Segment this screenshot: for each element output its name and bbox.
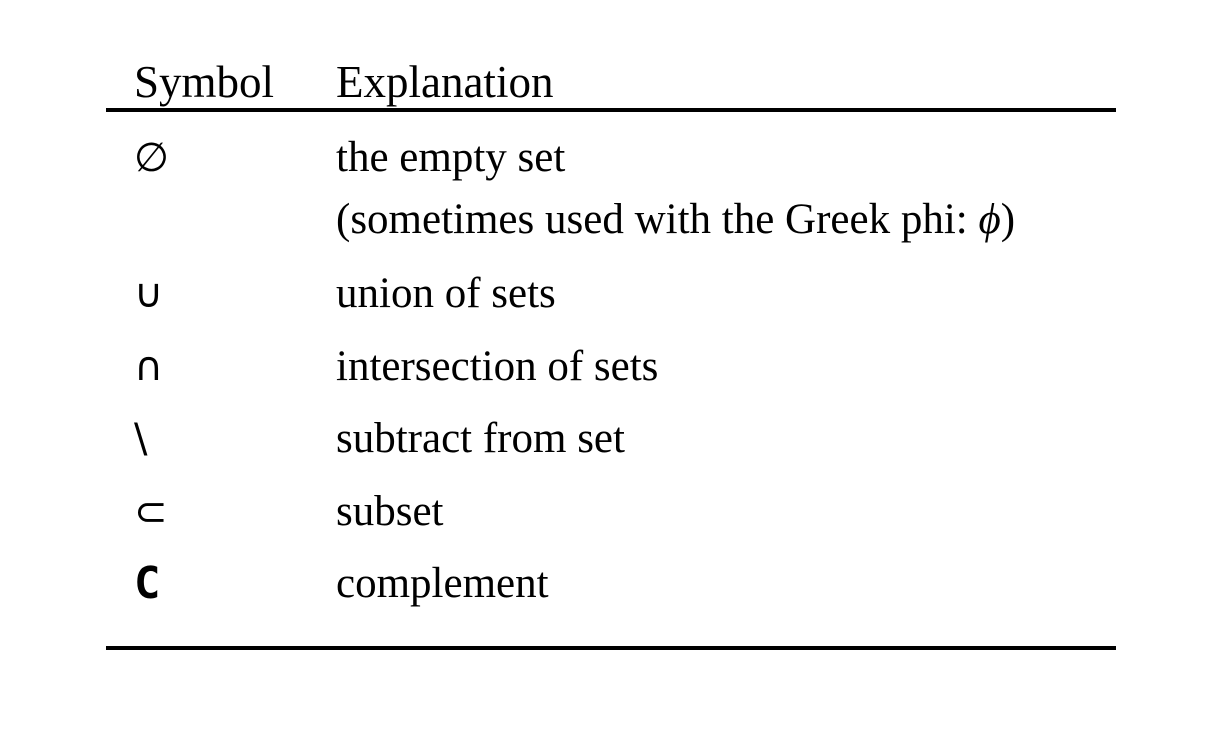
set-difference-explanation: subtract from set (336, 415, 625, 462)
complement-symbol: C (134, 558, 161, 609)
subset-explanation: subset (336, 488, 444, 535)
complement-explanation: complement (336, 560, 549, 607)
header-explanation: Explanation (336, 57, 554, 107)
empty-set-note-suffix: ) (1000, 196, 1016, 243)
empty-set-note-prefix: (sometimes used with the Greek phi: (336, 196, 979, 243)
union-symbol: ∪ (134, 271, 164, 317)
header-rule (106, 108, 1116, 112)
set-difference-symbol: \ (134, 416, 148, 462)
subset-symbol: ⊂ (134, 489, 168, 535)
set-symbols-table: Symbol Explanation ∅ the empty set (some… (106, 52, 1116, 650)
bottom-rule (106, 646, 1116, 650)
empty-set-note: (sometimes used with the Greek phi: ϕ) (336, 192, 1015, 248)
header-symbol: Symbol (134, 57, 275, 107)
phi-symbol: ϕ (978, 196, 1001, 243)
intersection-symbol: ∩ (134, 344, 164, 390)
union-explanation: union of sets (336, 270, 556, 317)
intersection-explanation: intersection of sets (336, 343, 659, 390)
table-header: Symbol Explanation (106, 52, 1116, 112)
empty-set-explanation: the empty set (336, 134, 566, 181)
empty-set-symbol: ∅ (134, 135, 169, 181)
